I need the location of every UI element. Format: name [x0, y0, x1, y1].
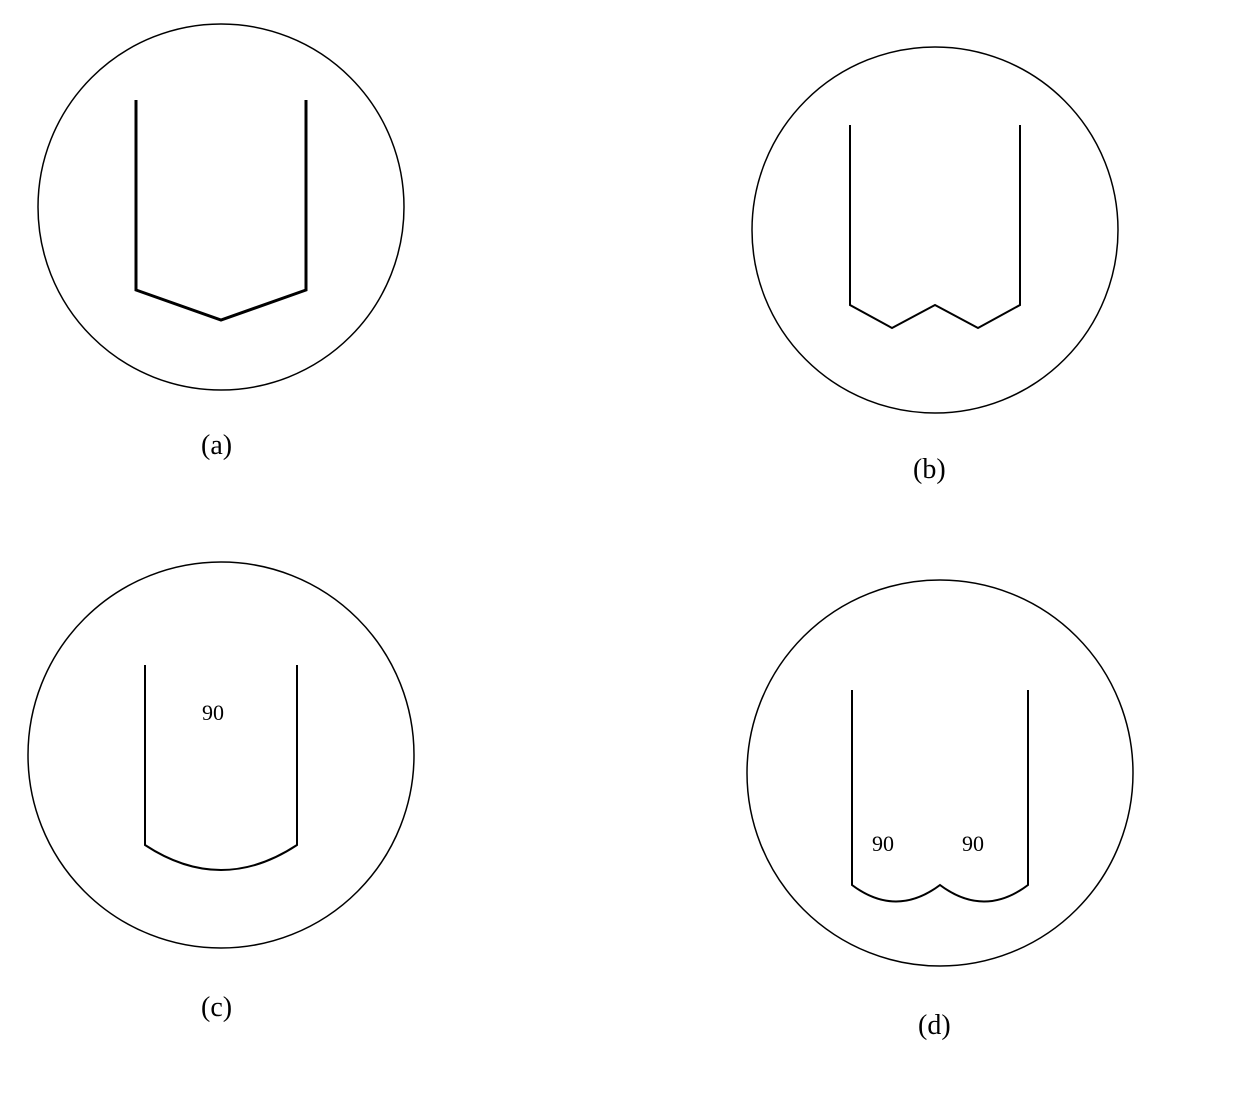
panel-d-svg	[0, 0, 1240, 1094]
panel-d-caption: (d)	[918, 1010, 951, 1042]
panel-d-annotation-2: 90	[962, 831, 984, 857]
panel-d-annotation-1: 90	[872, 831, 894, 857]
panel-d-shape	[852, 690, 1028, 902]
panel-d-circle	[747, 580, 1133, 966]
